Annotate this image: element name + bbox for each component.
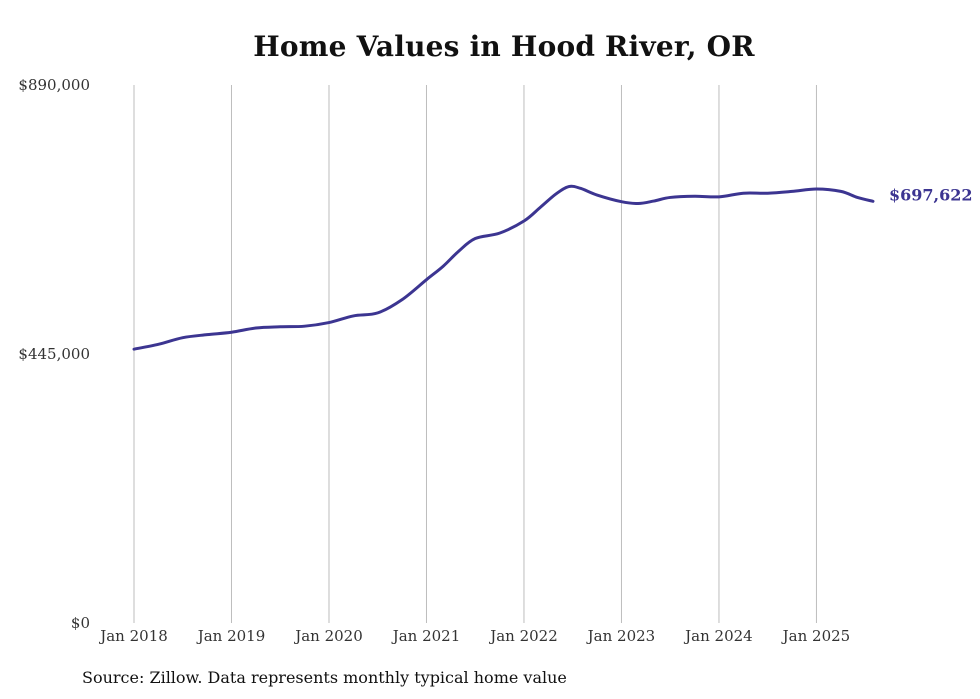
series-layer: $697,622 bbox=[132, 184, 973, 351]
chart-title: Home Values in Hood River, OR bbox=[253, 30, 755, 63]
x-tick-label: Jan 2021 bbox=[391, 627, 461, 645]
y-tick-label: $890,000 bbox=[18, 76, 90, 94]
x-tick-label: Jan 2020 bbox=[293, 627, 363, 645]
y-axis: $0 $445,000 $890,000 bbox=[18, 76, 90, 632]
x-axis: Jan 2018 Jan 2019 Jan 2020 Jan 2021 Jan 2022… bbox=[98, 627, 850, 645]
y-tick-label: $445,000 bbox=[18, 345, 90, 363]
end-value-label: $697,622 bbox=[889, 185, 973, 204]
x-tick-label: Jan 2019 bbox=[196, 627, 266, 645]
x-tick-label: Jan 2018 bbox=[98, 627, 168, 645]
grid-layer bbox=[133, 85, 817, 623]
x-tick-label: Jan 2024 bbox=[683, 627, 753, 645]
y-tick-label: $0 bbox=[71, 614, 90, 632]
series-line bbox=[132, 184, 875, 351]
x-tick-label: Jan 2022 bbox=[488, 627, 558, 645]
x-tick-label: Jan 2025 bbox=[781, 627, 851, 645]
source-note: Source: Zillow. Data represents monthly … bbox=[82, 668, 567, 687]
x-tick-label: Jan 2023 bbox=[586, 627, 656, 645]
